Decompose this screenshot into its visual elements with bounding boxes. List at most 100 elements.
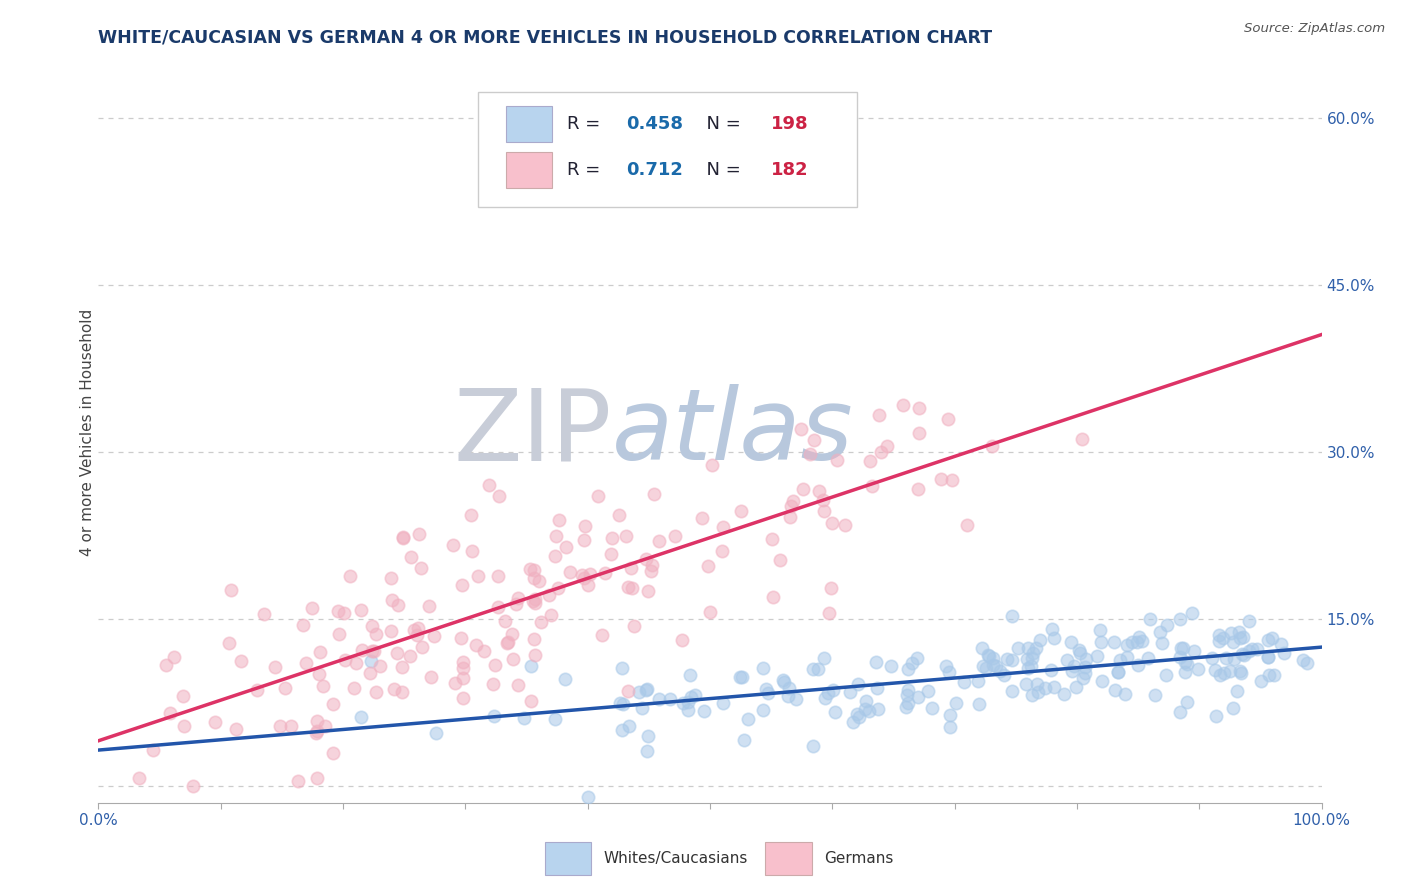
Point [163,649,186,664]
Point [865,656,887,670]
Point [307,714,329,728]
Point [1212,666,1234,681]
Point [225,722,247,736]
Point [1073,666,1095,681]
Point [1000,608,1022,623]
Point [1187,661,1209,675]
Point [900,656,922,670]
Point [1102,634,1125,648]
Point [588,489,610,503]
Point [756,686,779,700]
Point [571,568,593,582]
Point [505,597,527,611]
Point [679,668,702,682]
Point [659,691,682,706]
Point [1104,683,1126,698]
Point [792,482,814,496]
Point [1085,648,1108,663]
Point [637,729,659,743]
Point [938,412,960,426]
Point [402,623,425,637]
Point [845,706,868,721]
Point [620,561,643,575]
Point [540,608,562,623]
Text: N =: N = [696,161,747,178]
Point [450,631,472,645]
Point [1229,631,1251,645]
Point [1232,647,1254,661]
Point [634,682,657,697]
Point [495,636,517,650]
Point [853,702,876,716]
Point [972,658,994,673]
Text: N =: N = [696,115,747,133]
Point [1227,624,1250,639]
Point [801,662,824,676]
Point [142,743,165,757]
Point [1126,635,1149,649]
Point [1026,685,1049,699]
Text: 182: 182 [772,161,808,178]
Point [1154,668,1177,682]
Text: R =: R = [567,115,606,133]
Point [387,598,409,612]
Point [1060,664,1083,678]
Point [620,581,643,595]
Point [579,566,602,581]
Point [405,628,427,642]
Point [512,711,534,725]
Point [813,651,835,665]
Point [253,607,276,621]
Point [769,553,792,567]
Point [1263,668,1285,682]
Point [366,626,388,640]
Point [593,566,616,581]
Point [641,558,664,573]
Point [522,593,544,607]
Point [1115,638,1137,652]
Point [530,615,553,629]
Point [295,656,318,670]
Point [697,558,720,573]
Point [1272,646,1295,660]
Point [343,681,366,695]
Point [1026,677,1049,691]
Point [1071,432,1094,446]
Point [938,665,960,679]
Point [1258,667,1281,681]
Point [1033,681,1056,695]
Point [803,433,825,447]
Point [1126,658,1149,673]
Point [522,563,544,577]
Point [1143,688,1166,702]
Point [737,712,759,726]
Point [1019,659,1042,673]
Point [1025,640,1047,655]
Point [614,528,637,542]
Point [671,632,693,647]
Point [1139,612,1161,626]
Point [848,676,870,690]
Point [1222,634,1244,648]
Point [1232,630,1254,644]
Point [399,648,422,663]
Point [730,504,752,518]
Point [1173,640,1195,655]
Point [478,478,501,492]
Point [574,519,596,533]
Point [301,601,323,615]
Point [1042,680,1064,694]
Point [648,692,671,706]
Point [361,619,384,633]
Point [891,398,914,412]
Point [780,499,803,513]
Point [866,681,889,695]
Bar [546,842,592,875]
Point [274,681,297,695]
Point [280,719,302,733]
Point [1040,663,1063,677]
Point [1090,635,1112,649]
Point [460,508,482,522]
Point [1149,624,1171,639]
Point [1296,657,1319,671]
